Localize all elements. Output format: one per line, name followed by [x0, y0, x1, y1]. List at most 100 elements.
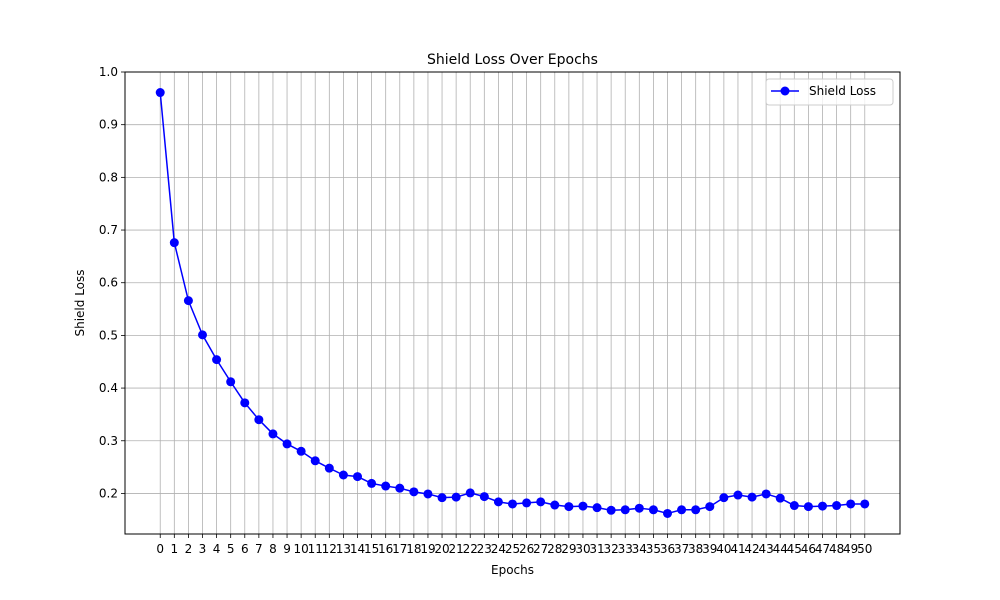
data-point — [832, 501, 842, 511]
x-tick-label: 13 — [336, 542, 351, 556]
data-point — [508, 499, 517, 509]
x-tick-label: 38 — [688, 542, 703, 556]
x-tick-label: 39 — [702, 542, 717, 556]
x-tick-label: 50 — [857, 542, 872, 556]
data-point — [733, 490, 743, 500]
data-point — [493, 497, 503, 507]
data-point — [747, 492, 757, 502]
data-point — [212, 355, 222, 365]
data-point — [818, 501, 827, 511]
x-tick-label: 46 — [801, 542, 816, 556]
data-point — [296, 446, 306, 456]
x-tick-label: 36 — [660, 542, 675, 556]
x-tick-label: 48 — [829, 542, 844, 556]
legend-box — [765, 78, 894, 106]
x-tick-label: 12 — [322, 542, 337, 556]
data-point — [592, 503, 602, 513]
data-point — [634, 503, 644, 513]
data-point — [578, 501, 588, 511]
y-tick-label: 0.9 — [99, 118, 118, 132]
data-point — [310, 456, 320, 466]
y-tick-label: 0.5 — [99, 328, 118, 342]
grid — [125, 71, 900, 534]
x-tick-label: 8 — [269, 542, 277, 556]
x-tick-label: 21 — [448, 542, 463, 556]
data-point — [324, 463, 334, 473]
x-tick-label: 7 — [255, 542, 263, 556]
x-tick-label: 10 — [293, 542, 308, 556]
y-tick-label: 0.8 — [99, 170, 118, 184]
x-tick-label: 47 — [815, 542, 830, 556]
x-tick-label: 33 — [618, 542, 633, 556]
x-tick-label: 40 — [716, 542, 731, 556]
y-tick-label: 0.3 — [99, 434, 118, 448]
data-point — [169, 238, 179, 248]
data-point — [268, 429, 278, 439]
y-tick-label: 1.0 — [99, 65, 118, 79]
x-tick-label: 32 — [603, 542, 618, 556]
x-tick-label: 29 — [561, 542, 576, 556]
data-point — [479, 492, 489, 502]
data-point — [198, 330, 207, 340]
data-point — [803, 502, 813, 512]
x-tick-label: 37 — [674, 542, 689, 556]
data-point — [860, 499, 870, 509]
data-point — [282, 439, 292, 449]
x-axis-label: Epochs — [491, 563, 534, 577]
x-tick-label: 23 — [477, 542, 492, 556]
x-tick-label: 19 — [420, 542, 435, 556]
x-tick-label: 45 — [787, 542, 802, 556]
y-ticks: 0.2 0.3 0.4 0.5 0.6 0.7 0.8 0.9 1.0 — [99, 65, 125, 500]
x-tick-label: 35 — [646, 542, 661, 556]
data-point — [437, 493, 447, 503]
x-tick-label: 15 — [364, 542, 379, 556]
x-tick-label: 14 — [350, 542, 365, 556]
data-point — [367, 478, 377, 488]
data-point — [564, 502, 574, 512]
series-layer — [155, 88, 870, 518]
x-tick-label: 17 — [392, 542, 407, 556]
data-point — [183, 296, 193, 306]
y-tick-label: 0.2 — [99, 486, 118, 500]
x-tick-label: 31 — [589, 542, 604, 556]
data-point — [536, 497, 546, 507]
data-point — [381, 481, 391, 491]
data-point — [254, 415, 264, 425]
data-point — [677, 505, 687, 515]
data-point — [620, 505, 630, 515]
data-point — [705, 502, 715, 512]
x-ticks: 0 1 2 3 4 5 6 7 8 9 101112131415161718192021222324… — [156, 534, 872, 556]
x-tick-label: 22 — [463, 542, 478, 556]
data-point — [240, 398, 250, 408]
data-point — [775, 493, 785, 503]
data-point — [550, 500, 560, 510]
data-point — [409, 487, 419, 497]
x-tick-label: 43 — [758, 542, 773, 556]
x-tick-label: 1 — [170, 542, 178, 556]
x-tick-label: 2 — [185, 542, 193, 556]
x-tick-label: 25 — [505, 542, 520, 556]
x-tick-label: 41 — [730, 542, 745, 556]
data-point — [648, 505, 658, 515]
y-axis-label: Shield Loss — [73, 269, 87, 336]
x-tick-label: 20 — [434, 542, 449, 556]
y-tick-label: 0.4 — [99, 381, 118, 395]
x-tick-label: 28 — [547, 542, 562, 556]
data-point — [465, 488, 475, 498]
data-point — [522, 498, 532, 508]
data-point — [353, 472, 362, 482]
data-point — [155, 88, 165, 98]
legend: Shield Loss — [765, 78, 894, 106]
data-point — [789, 501, 799, 511]
x-tick-label: 6 — [241, 542, 249, 556]
data-point — [719, 493, 729, 503]
x-tick-label: 3 — [199, 542, 207, 556]
x-tick-label: 42 — [744, 542, 759, 556]
legend-entry-shield-loss: Shield Loss — [809, 84, 876, 98]
x-tick-label: 5 — [227, 542, 235, 556]
data-point — [761, 489, 771, 499]
y-tick-label: 0.6 — [99, 276, 118, 290]
x-tick-label: 26 — [519, 542, 534, 556]
chart-title: Shield Loss Over Epochs — [427, 52, 598, 68]
x-tick-label: 49 — [843, 542, 858, 556]
